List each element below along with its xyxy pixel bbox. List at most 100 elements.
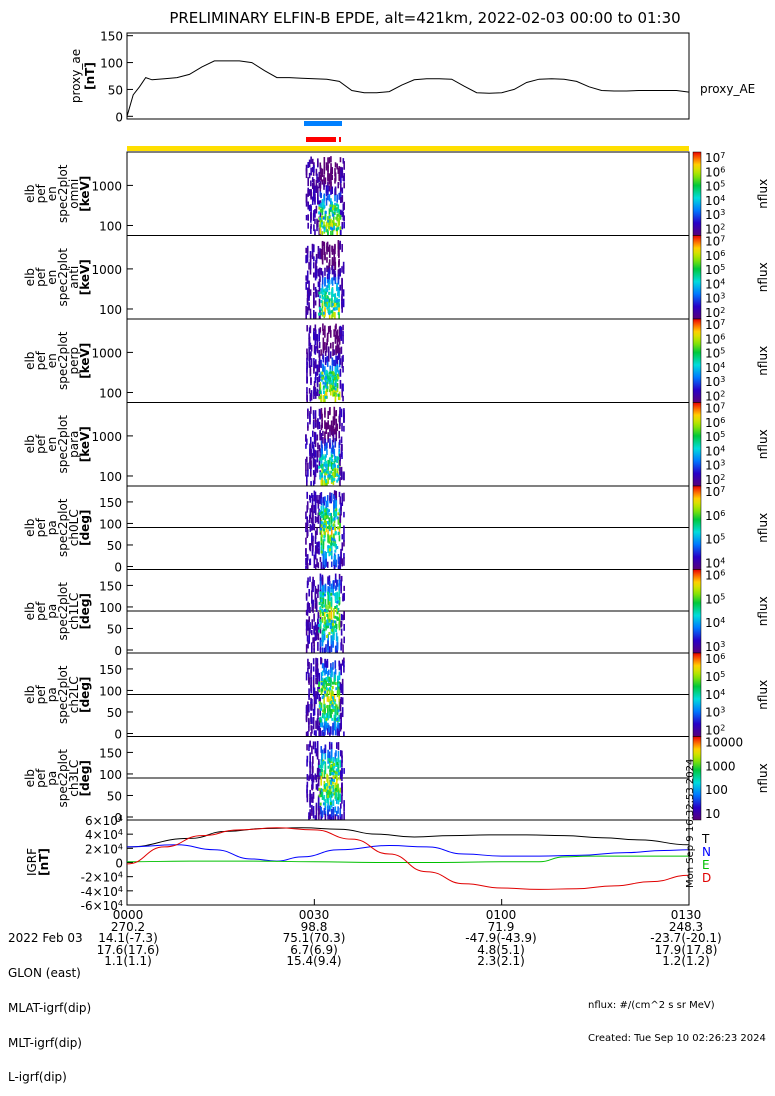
colorbar-tick-label: 105 xyxy=(705,533,725,547)
spectrogram-pixel xyxy=(334,645,337,654)
spectrogram-pixel xyxy=(343,182,345,189)
spectrogram-pixel xyxy=(318,672,321,681)
footer-value: 14.1(-7.3) xyxy=(98,931,158,946)
spectrogram-pixel xyxy=(310,732,312,738)
spectrogram-pixel xyxy=(326,265,328,273)
spectrogram-pixel xyxy=(325,346,328,353)
spectrogram-pixel xyxy=(306,774,309,781)
spectrogram-pixel xyxy=(305,628,308,636)
spectrogram-pixel xyxy=(324,470,326,478)
spectrogram-pixel xyxy=(318,808,320,816)
spectrogram-ylabel-line: [deg] xyxy=(78,760,92,796)
spectrogram-pixel xyxy=(313,702,316,710)
spectrogram-pixel xyxy=(335,410,338,417)
spectrogram-pixel xyxy=(338,258,340,266)
spectrogram-pixel xyxy=(326,795,329,799)
spectrogram-pixel xyxy=(329,438,331,447)
spectrogram-pixel xyxy=(338,192,341,200)
spectrogram-pixel xyxy=(310,703,312,710)
spectrogram-pixel xyxy=(321,467,323,476)
colorbar-tick-label: 107 xyxy=(705,318,725,332)
spectrogram-pixel xyxy=(339,467,341,476)
spectrogram-pixel xyxy=(313,361,316,369)
spectrogram-pixel xyxy=(342,324,344,331)
spectrogram-pixel xyxy=(317,420,319,430)
spectrogram-pixel xyxy=(335,355,337,364)
spectrogram-pixel xyxy=(318,549,320,555)
spectrogram-pixel xyxy=(336,479,339,483)
spectrogram-pixel xyxy=(326,694,329,702)
spectrogram-pixel xyxy=(328,528,331,532)
spectrogram-pixel xyxy=(343,492,345,502)
spectrogram-pixel xyxy=(334,162,337,168)
spectrogram-pixel xyxy=(320,521,323,525)
spectrogram-pixel xyxy=(309,789,311,797)
spectrogram-pixel xyxy=(328,291,331,295)
spectrogram-pixel xyxy=(311,793,313,800)
spectrogram-ytick-label: 100 xyxy=(99,386,122,400)
colorbar-unit: nflux xyxy=(756,262,770,292)
spectrogram-pixel xyxy=(325,427,328,434)
spectrogram-pixel xyxy=(332,420,335,429)
spectrogram-pixel xyxy=(326,561,329,568)
spectrogram-pixel xyxy=(327,164,329,172)
spectrogram-pixel xyxy=(313,625,315,635)
spectrogram-pixel xyxy=(330,597,333,607)
spectrogram-pixel xyxy=(313,294,315,301)
spectrogram-pixel xyxy=(337,312,340,316)
spectrogram-pixel xyxy=(341,471,343,480)
spectrogram-pixel xyxy=(314,773,317,780)
spectrogram-pixel xyxy=(320,599,323,603)
spectrogram-pixel xyxy=(335,330,337,339)
spectrogram-pixel xyxy=(326,495,329,501)
spectrogram-pixel xyxy=(314,218,316,224)
spectrogram-pixel xyxy=(316,751,319,760)
spectrogram-pixel xyxy=(309,261,312,270)
spectrogram-pixel xyxy=(342,203,345,211)
spectrogram-pixel xyxy=(341,534,344,540)
spectrogram-pixel xyxy=(338,305,340,312)
spectrogram-pixel xyxy=(326,613,329,617)
spectrogram-pixel xyxy=(319,471,322,475)
spectrogram-pixel xyxy=(332,662,334,670)
spectrogram-pixel xyxy=(325,185,328,193)
spectrogram-pixel xyxy=(312,412,315,420)
spectrogram-pixel xyxy=(334,387,337,391)
spectrogram-pixel xyxy=(324,288,327,292)
spectrogram-pixel xyxy=(319,372,322,376)
spectrogram-pixel xyxy=(337,344,340,354)
spectrogram-pixel xyxy=(314,741,317,748)
spectrogram-pixel xyxy=(323,162,326,168)
spectrogram-data xyxy=(305,240,345,323)
igrf-ytick-label: -4×104 xyxy=(81,885,123,899)
spectrogram-pixel xyxy=(327,534,329,543)
spectrogram-pixel xyxy=(336,718,339,722)
spectrogram-pixel xyxy=(328,790,331,798)
spectrogram-pixel xyxy=(325,604,327,614)
spectrogram-ytick-label: 100 xyxy=(99,470,122,484)
spectrogram-pixel xyxy=(311,177,314,183)
spectrogram-pixel xyxy=(311,595,313,604)
spectrogram-pixel xyxy=(327,639,329,647)
spectrogram-pixel xyxy=(319,516,322,525)
igrf-line-D xyxy=(126,827,690,890)
spectrogram-pixel xyxy=(340,770,342,778)
spectrogram-pixel xyxy=(312,480,315,487)
spectrogram-pixel xyxy=(318,787,321,791)
spectrogram-pixel xyxy=(324,299,327,303)
spectrogram-pixel xyxy=(311,166,314,173)
spectrogram-pixel xyxy=(315,748,318,757)
spectrogram-pixel xyxy=(309,799,311,808)
spectrogram-pixel xyxy=(319,639,322,647)
spectrogram-pixel xyxy=(324,420,326,429)
spectrogram-pixel xyxy=(334,376,337,380)
spectrogram-pixel xyxy=(320,192,322,198)
spectrogram-pixel xyxy=(322,469,325,473)
spectrogram-pixel xyxy=(329,550,331,556)
spectrogram-pixel xyxy=(339,457,341,467)
spectrogram-pixel xyxy=(337,742,340,751)
spectrogram-pixel xyxy=(308,677,310,685)
spectrogram-pixel xyxy=(335,687,338,691)
spectrogram-pixel xyxy=(335,393,338,397)
